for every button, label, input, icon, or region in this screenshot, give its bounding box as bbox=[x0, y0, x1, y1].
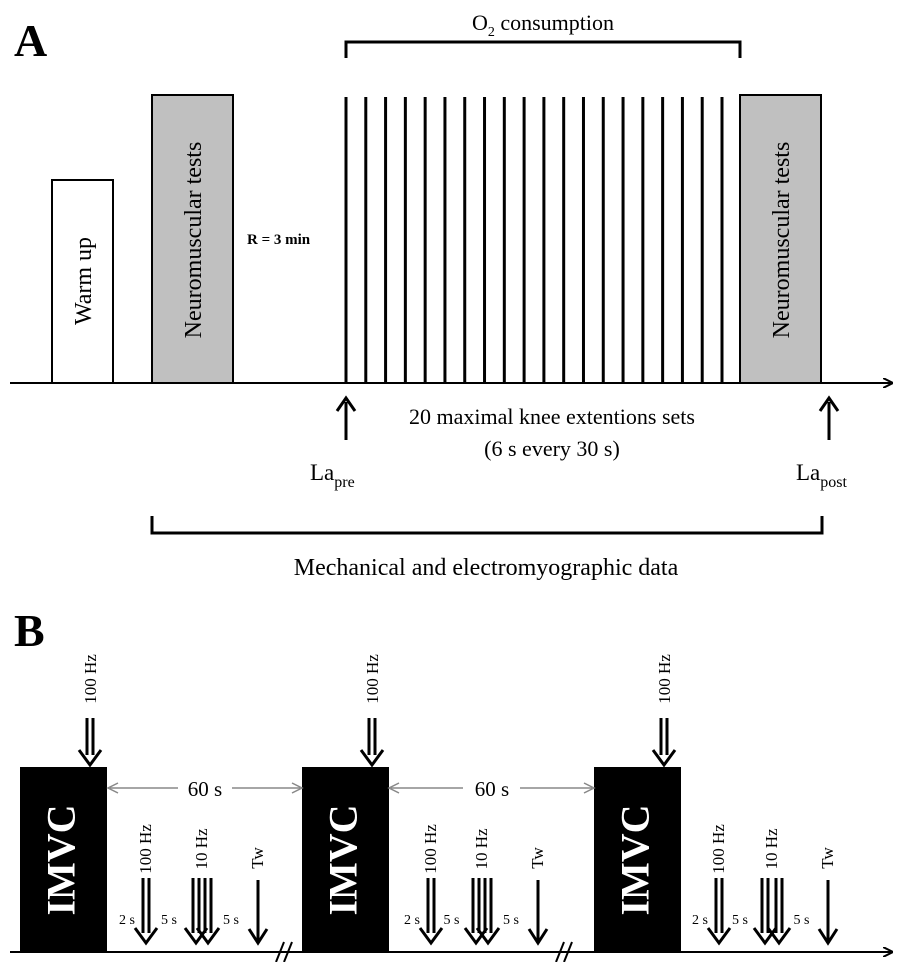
neuromuscular-box-2 bbox=[739, 94, 822, 384]
imvc-label: IMVC bbox=[613, 804, 658, 915]
stim-10hz-label: 10 Hz bbox=[192, 828, 211, 870]
top-stim-label: 100 Hz bbox=[655, 654, 674, 704]
twitch-arrow bbox=[527, 880, 549, 946]
sets-description: 20 maximal knee extentions sets bbox=[409, 404, 695, 429]
la-post-arrow bbox=[818, 395, 840, 440]
axis-break-2 bbox=[555, 941, 573, 962]
gap-label-5s: 5 s bbox=[503, 913, 519, 928]
o2-consumption-label: O2 consumption bbox=[472, 10, 614, 40]
sets-timing: (6 s every 30 s) bbox=[484, 436, 620, 461]
twitch-label: Tw bbox=[248, 847, 267, 869]
stim-10hz-arrow-2 bbox=[766, 878, 792, 946]
neuromuscular-box-1 bbox=[151, 94, 234, 384]
twitch-label: Tw bbox=[818, 847, 837, 869]
stim-10hz-arrow-1 bbox=[183, 878, 209, 946]
gap-label-2s: 2 s bbox=[404, 913, 420, 928]
gap-label-5s: 5 s bbox=[161, 913, 177, 928]
imvc-blocks: IMVC 100 Hz 100 Hz 10 Hz Tw 2 s 5 s 5 s IMVC 100 … bbox=[20, 654, 839, 952]
top-stim-arrow bbox=[651, 718, 677, 768]
imvc-box bbox=[594, 767, 681, 952]
gap-label-2s: 2 s bbox=[692, 913, 708, 928]
top-stim-arrow bbox=[77, 718, 103, 768]
imvc-box bbox=[20, 767, 107, 952]
twitch-arrow bbox=[247, 880, 269, 946]
imvc-box bbox=[302, 767, 389, 952]
neuromuscular-label-2: Neuromuscular tests bbox=[769, 142, 795, 339]
o2-bracket bbox=[344, 40, 742, 58]
stim-10hz-arrow-2 bbox=[475, 878, 501, 946]
panel-a-letter: A bbox=[14, 15, 47, 66]
neuromuscular-label-1: Neuromuscular tests bbox=[181, 142, 207, 339]
stim-100hz-label: 100 Hz bbox=[421, 824, 440, 874]
gap-label-5s: 5 s bbox=[444, 913, 460, 928]
gap-label-2s: 2 s bbox=[119, 913, 135, 928]
la-pre-label: Lapre bbox=[310, 460, 355, 491]
stim-100hz-label: 100 Hz bbox=[709, 824, 728, 874]
imvc-label: IMVC bbox=[39, 804, 84, 915]
top-stim-arrow bbox=[359, 718, 385, 768]
stim-100hz-arrow bbox=[133, 878, 159, 946]
interval-60s-2 bbox=[387, 782, 596, 794]
imvc-label: IMVC bbox=[321, 804, 366, 915]
stim-100hz-arrow bbox=[418, 878, 444, 946]
gap-label-5s: 5 s bbox=[794, 913, 810, 928]
mechanical-emg-label: Mechanical and electromyographic data bbox=[294, 555, 679, 581]
stim-10hz-label: 10 Hz bbox=[762, 828, 781, 870]
gap-label-5s: 5 s bbox=[732, 913, 748, 928]
rest-label: R = 3 min bbox=[247, 232, 311, 248]
interval-60s-1 bbox=[106, 782, 304, 794]
la-pre-arrow bbox=[335, 395, 357, 440]
axis-break-1 bbox=[275, 941, 293, 962]
top-stim-label: 100 Hz bbox=[81, 654, 100, 704]
la-post-label: Lapost bbox=[796, 460, 847, 491]
mechanical-bracket bbox=[150, 516, 824, 535]
twitch-label: Tw bbox=[528, 847, 547, 869]
stim-10hz-label: 10 Hz bbox=[472, 828, 491, 870]
top-stim-label: 100 Hz bbox=[363, 654, 382, 704]
twitch-arrow bbox=[817, 880, 839, 946]
knee-extension-sets bbox=[344, 97, 724, 383]
stim-100hz-label: 100 Hz bbox=[136, 824, 155, 874]
warmup-label: Warm up bbox=[71, 237, 97, 325]
stim-10hz-arrow-1 bbox=[463, 878, 489, 946]
interval-60s-label-1: 60 s bbox=[188, 777, 222, 801]
gap-label-5s: 5 s bbox=[223, 913, 239, 928]
warmup-box bbox=[51, 179, 114, 384]
interval-60s-label-2: 60 s bbox=[475, 777, 509, 801]
panel-b-letter: B bbox=[14, 605, 45, 656]
stim-10hz-arrow-2 bbox=[195, 878, 221, 946]
stim-100hz-arrow bbox=[706, 878, 732, 946]
